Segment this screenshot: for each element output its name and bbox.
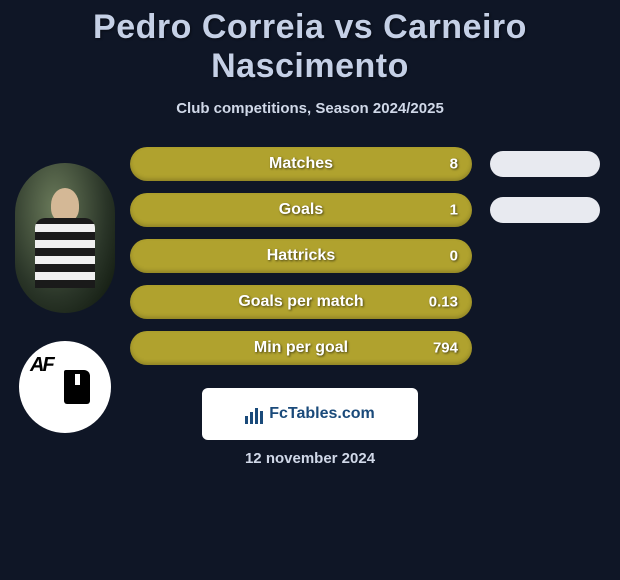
stat-row-goals: Goals 1 [130, 193, 480, 227]
club-logo-icon: AF [19, 341, 111, 433]
stat-bar: Goals per match 0.13 [130, 285, 472, 319]
stat-label: Hattricks [267, 247, 335, 265]
stat-row-matches: Matches 8 [130, 147, 480, 181]
left-column: AF [0, 147, 130, 433]
logo-inner: AF [30, 352, 100, 422]
logo-tower-icon [75, 374, 80, 385]
page-subtitle: Club competitions, Season 2024/2025 [0, 100, 620, 117]
stat-label: Goals [279, 201, 323, 219]
stat-row-goals-per-match: Goals per match 0.13 [130, 285, 480, 319]
stat-value: 1 [450, 202, 458, 219]
stat-bar: Matches 8 [130, 147, 472, 181]
stat-bar: Min per goal 794 [130, 331, 472, 365]
right-pill [490, 197, 600, 223]
stat-label: Matches [269, 155, 333, 173]
stat-label: Goals per match [238, 293, 363, 311]
stat-row-min-per-goal: Min per goal 794 [130, 331, 480, 365]
stat-value: 0.13 [429, 294, 458, 311]
header: Pedro Correia vs Carneiro Nascimento Clu… [0, 0, 620, 117]
page-title: Pedro Correia vs Carneiro Nascimento [0, 8, 620, 86]
footer-brand-text: FcTables.com [269, 405, 375, 423]
right-column [480, 147, 620, 433]
bars-icon [245, 404, 265, 424]
stat-value: 0 [450, 248, 458, 265]
stat-bar: Goals 1 [130, 193, 472, 227]
footer-brand-box[interactable]: FcTables.com [202, 388, 418, 440]
logo-text: AF [30, 354, 53, 377]
stat-value: 8 [450, 156, 458, 173]
stat-value: 794 [433, 340, 458, 357]
player-photo-icon [15, 163, 115, 313]
stat-bar: Hattricks 0 [130, 239, 472, 273]
footer-date: 12 november 2024 [245, 450, 375, 467]
stat-row-hattricks: Hattricks 0 [130, 239, 480, 273]
stat-label: Min per goal [254, 339, 348, 357]
right-pill [490, 151, 600, 177]
footer-logo: FcTables.com [245, 404, 375, 424]
